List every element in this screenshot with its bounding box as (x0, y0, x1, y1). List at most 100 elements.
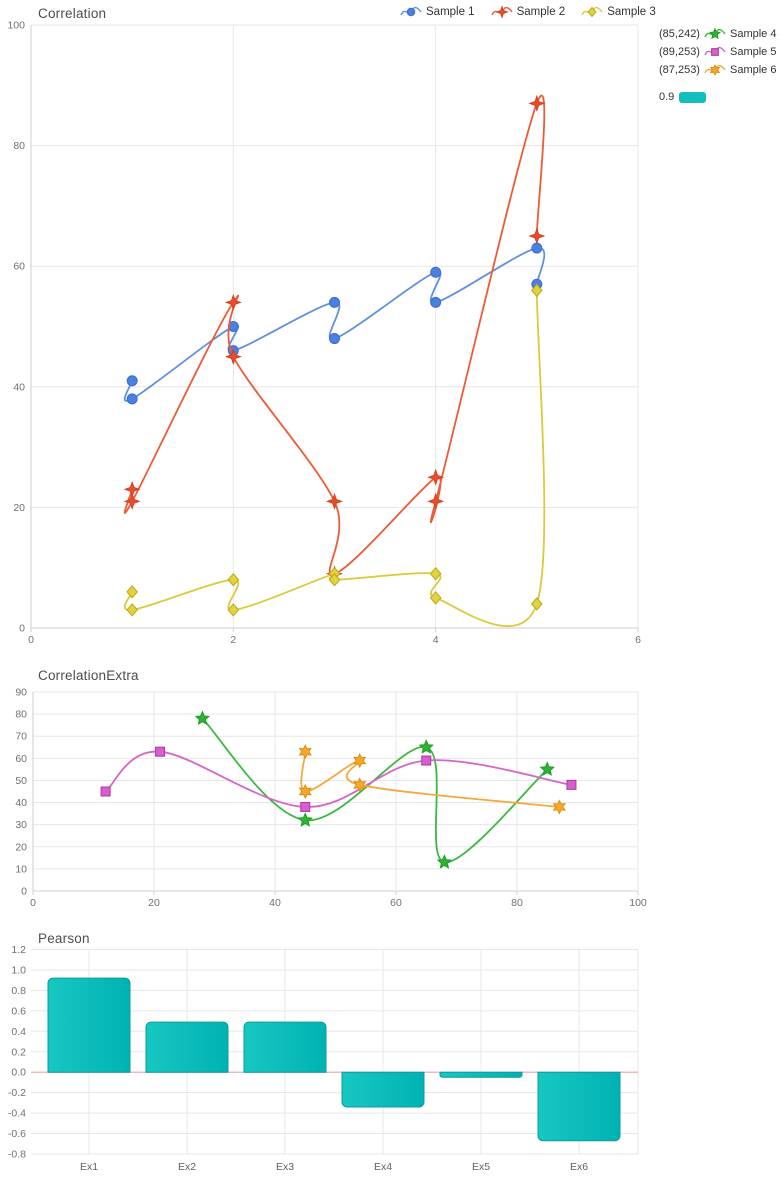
series-sample-3 (123, 283, 546, 628)
axis-tick-label: 1.2 (11, 944, 26, 956)
marker-star6 (298, 744, 312, 760)
legend-item-sample-5[interactable]: (89,253) Sample 5 (659, 45, 776, 59)
marker-star4 (427, 492, 445, 510)
marker-diamond (227, 572, 240, 587)
legend-label: Sample 4 (729, 28, 777, 40)
marker-star4 (528, 227, 546, 245)
star-line-icon (704, 63, 726, 77)
marker-circle (531, 242, 543, 254)
axis-tick-label: 80 (13, 140, 25, 152)
axis-tick-label: 30 (15, 819, 27, 831)
legend-label: 0.9 (659, 91, 675, 103)
axis-tick-label: -0.2 (8, 1087, 26, 1099)
axis-tick-label: 60 (15, 753, 27, 765)
marker-diamond (429, 591, 442, 605)
legend-label: Sample 6 (729, 64, 777, 76)
legend-item-sample-3[interactable]: Sample 3 (581, 5, 656, 19)
marker-circle (406, 7, 416, 17)
series-sample-1 (123, 242, 546, 405)
marker-diamond (126, 603, 139, 617)
axis-tick-label: 0 (19, 623, 25, 635)
marker-star5 (194, 710, 211, 726)
marker-square (711, 48, 719, 56)
square-line-icon (704, 45, 726, 59)
axis-tick-label: 10 (15, 863, 27, 875)
axis-tick-label: -0.8 (8, 1149, 26, 1161)
teal-swatch-icon (679, 91, 707, 103)
legend-item-sample-4[interactable]: (85,242) Sample 4 (659, 27, 776, 41)
legend-label: Sample 3 (607, 6, 656, 18)
axis-tick-label: 0 (28, 634, 34, 646)
axis-tick-label: 70 (15, 731, 27, 743)
marker-square (100, 786, 111, 797)
axis-tick-label: 0.4 (11, 1026, 26, 1038)
marker-circle (329, 296, 340, 308)
axis-tick-label: -0.4 (8, 1108, 26, 1120)
legend-label: Sample 5 (729, 46, 777, 58)
axis-tick-label: 20 (148, 897, 160, 909)
series-line-sample-5 (104, 750, 572, 808)
legend-value-prefix: (85,242) (659, 28, 700, 40)
star-line-icon (490, 5, 513, 19)
axis-tick-label: 100 (7, 20, 25, 32)
axis-tick-label: Ex3 (276, 1161, 294, 1173)
series-sample-5 (100, 746, 577, 812)
axis-tick-label: 80 (511, 897, 523, 909)
marker-diamond (126, 585, 139, 599)
gridlines (30, 24, 639, 632)
axis-tick-label: 60 (390, 897, 402, 909)
axis-tick-label: Ex1 (80, 1161, 98, 1173)
axis-tick-label: 0.2 (11, 1046, 26, 1058)
axis-tick-label: 2 (230, 634, 236, 646)
axis-tick-label: 6 (635, 634, 641, 646)
diamond-line-icon (581, 5, 603, 19)
marker-star4 (494, 5, 509, 19)
series-line-sample-1 (123, 247, 546, 402)
marker-square (300, 801, 311, 812)
bar-ex4[interactable] (341, 1071, 425, 1108)
axis-tick-label: Ex5 (472, 1161, 490, 1173)
pearson-chart-title: Pearson (38, 931, 90, 946)
marker-diamond (429, 566, 442, 581)
marker-diamond (587, 6, 597, 18)
legend-item-sample-2[interactable]: Sample 2 (490, 5, 565, 19)
axis-tick-label: 90 (15, 687, 27, 699)
legend-item-sample-6[interactable]: (87,253) Sample 6 (659, 63, 776, 77)
bar-ex3[interactable] (243, 1021, 327, 1073)
axis-tick-label: 0 (21, 886, 27, 898)
legend-item-sample-1[interactable]: Sample 1 (400, 5, 475, 19)
axis-tick-label: 1.0 (11, 964, 26, 976)
series-line-sample-4 (201, 717, 548, 864)
marker-circle (126, 375, 138, 387)
correlation-chart-title: Correlation (38, 6, 107, 21)
legend-item-0-9[interactable]: 0.9 (659, 91, 776, 103)
axis-tick-label: 40 (269, 897, 281, 909)
axis-tick-label: 4 (433, 634, 439, 646)
marker-square (421, 755, 432, 766)
axis-tick-label: 0 (30, 897, 36, 909)
axis-tick-label: 20 (15, 841, 27, 853)
bar-ex2[interactable] (145, 1021, 229, 1073)
bar-ex1[interactable] (47, 977, 131, 1073)
marker-star4 (528, 94, 546, 112)
pearson-plot: -0.8 -0.6 -0.4 -0.2 0.0 0.2 0.4 0.6 0.8 1.0 1.2 Ex1… (8, 944, 639, 1173)
bar-ex5[interactable] (439, 1071, 523, 1078)
gridlines (32, 691, 639, 895)
axis-tick-label: Ex6 (570, 1161, 588, 1173)
correlation-plot: 0 20 40 60 80 100 0 2 4 6 (7, 20, 641, 647)
bar-ex6[interactable] (537, 1071, 621, 1142)
legend-value-prefix: (87,253) (659, 64, 700, 76)
marker-circle (329, 333, 340, 345)
axis-tick-label: 50 (15, 775, 27, 787)
marker-star6 (709, 63, 721, 77)
marker-star6 (298, 783, 312, 800)
legend-label: Sample 1 (426, 6, 475, 18)
marker-star5 (418, 739, 434, 754)
axis-tick-label: 0.6 (11, 1005, 26, 1017)
star-line-icon (704, 27, 726, 41)
axis-tick-label: 60 (13, 261, 25, 273)
marker-star4 (224, 293, 242, 311)
marker-diamond (530, 283, 543, 298)
series-sample-6 (298, 744, 566, 815)
